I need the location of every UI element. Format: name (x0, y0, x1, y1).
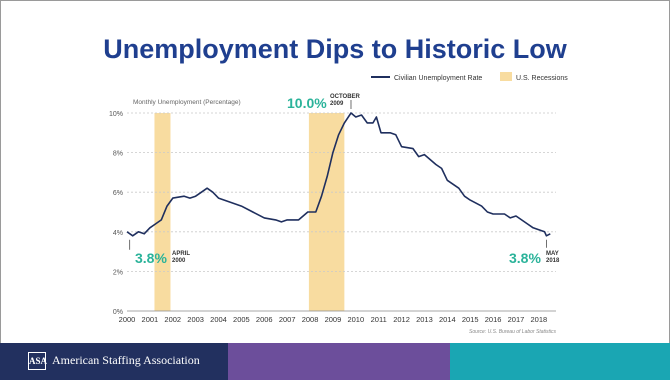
x-tick-label: 2000 (119, 315, 136, 324)
annotation-date: MAY (546, 251, 559, 257)
annotation-value: 10.0% (287, 95, 327, 111)
x-tick-label: 2012 (393, 315, 410, 324)
x-tick-label: 2007 (279, 315, 296, 324)
footer-bar: ASA American Staffing Association (0, 343, 670, 380)
annotation-date: 2018 (546, 258, 560, 264)
organization-name: American Staffing Association (52, 353, 200, 367)
footer-segment-teal (450, 343, 670, 380)
y-tick-label: 0% (113, 309, 123, 316)
legend-band-label: U.S. Recessions (516, 75, 568, 82)
annotation-date: OCTOBER (330, 94, 361, 100)
y-tick-label: 6% (113, 190, 123, 197)
legend-band-swatch (500, 72, 512, 81)
source-note: Source: U.S. Bureau of Labor Statistics (469, 329, 556, 335)
x-tick-label: 2005 (233, 315, 250, 324)
annotation-date: 2009 (330, 101, 344, 107)
x-tick-label: 2001 (142, 315, 159, 324)
x-tick-label: 2008 (302, 315, 319, 324)
x-tick-label: 2014 (439, 315, 456, 324)
x-tick-label: 2004 (210, 315, 227, 324)
x-tick-label: 2017 (508, 315, 525, 324)
annotation-date: 2000 (172, 258, 186, 264)
x-tick-label: 2016 (485, 315, 502, 324)
x-tick-label: 2003 (187, 315, 204, 324)
recession-band (154, 113, 171, 311)
unemployment-line (126, 112, 551, 237)
y-tick-label: 2% (113, 269, 123, 276)
x-tick-label: 2013 (416, 315, 433, 324)
x-tick-label: 2011 (371, 315, 387, 324)
annotation-date: APRIL (172, 251, 190, 257)
y-axis-label: Monthly Unemployment (Percentage) (133, 99, 241, 106)
x-tick-label: 2018 (530, 315, 547, 324)
footer-segment-purple (228, 343, 450, 380)
legend-line-label: Civilian Unemployment Rate (394, 75, 482, 82)
y-tick-label: 4% (113, 230, 123, 237)
annotation-value: 3.8% (509, 250, 541, 266)
x-tick-label: 2010 (347, 315, 364, 324)
x-tick-label: 2006 (256, 315, 273, 324)
x-tick-label: 2009 (325, 315, 342, 324)
annotation-value: 3.8% (135, 250, 167, 266)
y-tick-label: 8% (113, 151, 123, 158)
y-tick-label: 10% (109, 111, 123, 118)
footer-segment-brand: ASA American Staffing Association (0, 343, 228, 380)
slide-title: Unemployment Dips to Historic Low (103, 34, 567, 64)
asa-logo: ASA (28, 352, 47, 370)
x-tick-label: 2002 (164, 315, 181, 324)
x-tick-label: 2015 (462, 315, 479, 324)
